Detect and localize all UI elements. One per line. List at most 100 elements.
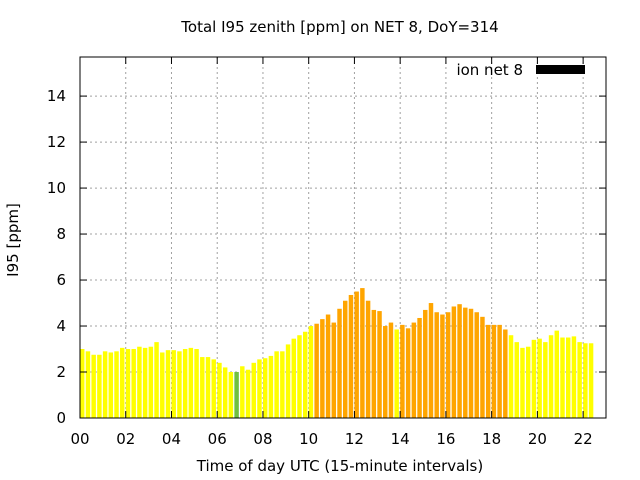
bar: [548, 335, 554, 418]
bar: [440, 314, 445, 418]
bar: [588, 343, 594, 418]
bar: [503, 329, 508, 418]
x-axis-label: Time of day UTC (15-minute intervals): [196, 457, 483, 475]
bar: [91, 354, 96, 418]
bar: [274, 351, 279, 418]
legend-swatch: [536, 65, 585, 74]
bar: [120, 347, 125, 418]
bar: [383, 326, 388, 418]
bar: [348, 294, 354, 418]
bar: [297, 335, 302, 418]
bar: [508, 335, 514, 418]
y-tick-label: 0: [56, 409, 66, 427]
x-tick-label: 14: [391, 430, 410, 448]
bar: [434, 312, 439, 418]
bar: [228, 372, 234, 418]
x-tick-label: 00: [70, 430, 89, 448]
bar: [325, 314, 331, 418]
bar: [354, 291, 359, 418]
x-tick-label: 10: [299, 430, 318, 448]
bar: [371, 309, 377, 418]
bar: [131, 349, 136, 418]
bar: [474, 312, 479, 418]
bar: [160, 352, 165, 418]
bar: [531, 339, 537, 418]
bar: [85, 351, 91, 418]
bar: [577, 342, 582, 418]
bar: [148, 346, 154, 418]
y-tick-label: 2: [56, 363, 66, 381]
y-tick-label: 4: [56, 317, 66, 335]
x-tick-label: 12: [345, 430, 364, 448]
bar: [571, 336, 577, 418]
bar: [211, 359, 216, 418]
bar: [182, 349, 188, 418]
bar: [451, 306, 457, 418]
bar: [343, 300, 348, 418]
bar: [222, 367, 228, 418]
bar: [491, 324, 497, 418]
bar: [80, 349, 85, 418]
bar: [205, 357, 211, 418]
bar: [337, 308, 342, 418]
bar: [234, 372, 239, 418]
x-tick-label: 02: [116, 430, 135, 448]
bar: [554, 330, 560, 418]
bar: [417, 317, 422, 418]
chart-title: Total I95 zenith [ppm] on NET 8, DoY=314: [180, 18, 498, 36]
bar: [445, 312, 451, 418]
bar: [308, 326, 314, 418]
bar: [411, 322, 417, 418]
bars: [80, 288, 594, 418]
bar: [365, 300, 371, 418]
y-tick-label: 8: [56, 225, 66, 243]
x-tick-label: 06: [208, 430, 227, 448]
bar: [102, 351, 108, 418]
bar: [268, 355, 274, 418]
bar: [428, 303, 434, 418]
bar: [240, 366, 245, 418]
bar: [314, 323, 319, 418]
bar: [468, 308, 474, 418]
bar: [525, 346, 531, 418]
bar: [291, 338, 297, 418]
bar: [565, 337, 571, 418]
y-tick-label: 10: [47, 179, 66, 197]
bar: [245, 369, 251, 418]
bar: [331, 322, 337, 418]
y-tick-label: 12: [47, 133, 66, 151]
x-tick-label: 20: [528, 430, 547, 448]
bar: [400, 324, 405, 418]
bar: [114, 351, 119, 418]
bar: [560, 337, 565, 418]
bar: [257, 359, 262, 418]
bar: [154, 342, 159, 418]
bar: [520, 347, 525, 418]
plot-border: [79, 56, 607, 419]
bar: [97, 354, 102, 418]
bar: [165, 350, 171, 418]
bar: [137, 346, 142, 418]
bar: [457, 304, 462, 418]
bar: [125, 349, 131, 418]
bar: [188, 347, 194, 418]
x-tick-label: 18: [482, 430, 501, 448]
x-tick-label: 16: [436, 430, 455, 448]
bar: [251, 362, 256, 418]
bar: [177, 351, 182, 418]
bar: [280, 351, 285, 418]
bar: [194, 349, 199, 418]
y-axis-label: I95 [ppm]: [4, 203, 22, 277]
bar: [388, 322, 394, 418]
bar: [360, 288, 365, 418]
bar: [108, 352, 114, 418]
x-tick-label: 22: [574, 430, 593, 448]
bar: [394, 329, 399, 418]
bar: [320, 319, 325, 418]
bar: [405, 328, 411, 418]
bar: [514, 342, 519, 418]
x-tick-label: 08: [253, 430, 272, 448]
y-tick-label: 14: [47, 87, 66, 105]
x-tick-label: 04: [162, 430, 181, 448]
